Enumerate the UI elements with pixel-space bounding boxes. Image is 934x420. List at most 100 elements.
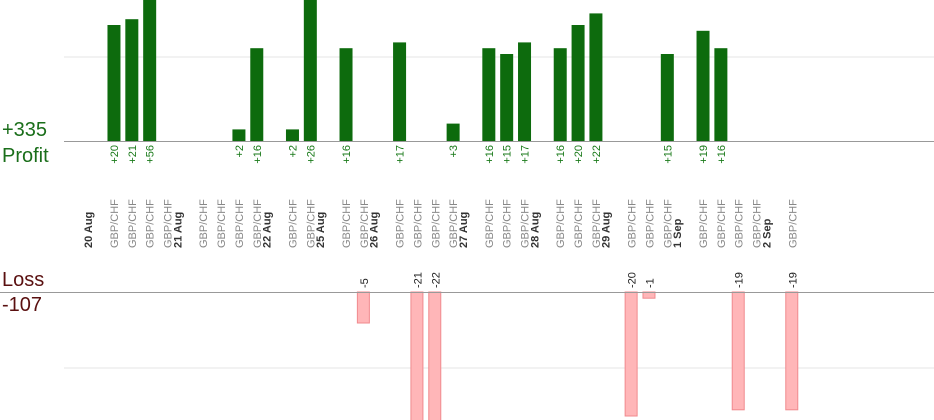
- profit-bar: [518, 42, 532, 141]
- profit-value-label: +17: [395, 145, 407, 164]
- profit-value-label: +20: [573, 145, 585, 164]
- profit-value-label: +16: [252, 145, 264, 164]
- category-label: GBP/CHF: [716, 199, 728, 248]
- category-label: GBP/CHF: [395, 199, 407, 248]
- category-label: GBP/CHF: [502, 199, 514, 248]
- profit-label: Profit: [2, 145, 49, 167]
- date-label: 20 Aug: [83, 212, 95, 248]
- date-labels: 20 Aug 21 Aug 22 Aug 25 Aug 26 Aug 27 Aug 28 A…: [83, 212, 773, 248]
- category-label: GBP/CHF: [484, 199, 496, 248]
- loss-bar: [428, 291, 442, 420]
- category-label: GBP/CHF: [305, 199, 317, 248]
- loss-value-label: -5: [359, 278, 371, 288]
- category-label: GBP/CHF: [412, 199, 424, 248]
- profit-bar: [232, 129, 246, 141]
- profit-bar: [571, 25, 585, 141]
- profit-bar: [500, 54, 514, 141]
- profit-bar: [303, 0, 317, 142]
- loss-value-label: -19: [734, 272, 746, 288]
- category-label: GBP/CHF: [359, 199, 371, 248]
- date-label: 22 Aug: [262, 212, 274, 248]
- loss-value-label: -20: [627, 272, 639, 288]
- loss-value-label: -1: [644, 278, 656, 288]
- profit-bar: [589, 13, 603, 141]
- category-label: GBP/CHF: [216, 199, 228, 248]
- loss-bars: [356, 291, 799, 420]
- loss-label: Loss: [2, 269, 45, 291]
- profit-value-label: +21: [127, 145, 139, 164]
- category-label: GBP/CHF: [520, 199, 532, 248]
- date-label: 2 Sep: [761, 218, 773, 248]
- loss-bar: [785, 291, 799, 411]
- profit-value-label: +2: [287, 145, 299, 158]
- date-label: 25 Aug: [315, 212, 327, 248]
- loss-value-label: -19: [787, 272, 799, 288]
- category-label: GBP/CHF: [163, 199, 175, 248]
- grid-lines: [64, 56, 934, 369]
- loss-value-label: -21: [412, 272, 424, 288]
- category-label: GBP/CHF: [555, 199, 567, 248]
- profit-value-label: +20: [109, 145, 121, 164]
- category-label: GBP/CHF: [573, 199, 585, 248]
- category-label: GBP/CHF: [430, 199, 442, 248]
- profit-value-label: +15: [662, 145, 674, 164]
- category-label: GBP/CHF: [127, 199, 139, 248]
- profit-bar: [696, 30, 710, 141]
- category-label: GBP/CHF: [662, 199, 674, 248]
- profit-bar: [714, 48, 728, 142]
- loss-value-label: -22: [430, 272, 442, 288]
- date-label: 29 Aug: [601, 212, 613, 248]
- profit-value-label: +26: [305, 145, 317, 164]
- category-label: GBP/CHF: [287, 199, 299, 248]
- profit-bar: [446, 123, 460, 141]
- profit-value-label: +16: [555, 145, 567, 164]
- axes: [0, 141, 934, 293]
- profit-bar: [107, 25, 121, 141]
- profit-bar: [125, 19, 139, 142]
- category-label: GBP/CHF: [698, 199, 710, 248]
- profit-value-label: +22: [591, 145, 603, 164]
- profit-bars: [107, 0, 728, 142]
- loss-bar: [731, 291, 745, 411]
- date-label: 26 Aug: [369, 212, 381, 248]
- loss-total: -107: [2, 294, 43, 316]
- profit-bar: [143, 0, 157, 141]
- profit-value-label: +15: [502, 145, 514, 164]
- category-label: GBP/CHF: [109, 199, 121, 248]
- category-label: GBP/CHF: [627, 199, 639, 248]
- category-label: GBP/CHF: [787, 199, 799, 248]
- date-label: 28 Aug: [529, 212, 541, 248]
- profit-bar: [393, 42, 407, 141]
- profit-bar: [339, 48, 353, 142]
- category-label: GBP/CHF: [234, 199, 246, 248]
- loss-bar: [624, 291, 638, 417]
- profit-value-label: +19: [698, 145, 710, 164]
- profit-value-label: +56: [145, 145, 157, 164]
- category-label: GBP/CHF: [752, 199, 764, 248]
- profit-value-label: +2: [234, 145, 246, 158]
- category-label: GBP/CHF: [341, 199, 353, 248]
- date-label: 21 Aug: [172, 212, 184, 248]
- category-label: GBP/CHF: [252, 199, 264, 248]
- loss-bar: [356, 291, 370, 324]
- category-labels: GBP/CHF GBP/CHF GBP/CHF GBP/CHF GBP/CHF GBP/C…: [109, 199, 799, 248]
- profit-value-label: +17: [520, 145, 532, 164]
- category-label: GBP/CHF: [448, 199, 460, 248]
- profit-total: +335: [2, 119, 48, 141]
- value-labels: +20 +21 +56 +2 +16 +2 +26 +16 -5 +17 -21 -22 +3 +16 +1…: [109, 145, 799, 288]
- category-label: GBP/CHF: [734, 199, 746, 248]
- date-label: 27 Aug: [458, 212, 470, 248]
- category-label: GBP/CHF: [644, 199, 656, 248]
- profit-bar: [285, 129, 299, 141]
- profit-value-label: +16: [484, 145, 496, 164]
- date-label: 1 Sep: [672, 218, 684, 248]
- profit-value-label: +16: [716, 145, 728, 164]
- category-label: GBP/CHF: [591, 199, 603, 248]
- category-label: GBP/CHF: [145, 199, 157, 248]
- profit-value-label: +3: [448, 145, 460, 158]
- profit-bar: [553, 48, 567, 142]
- profit-bar: [660, 54, 674, 141]
- profit-value-label: +16: [341, 145, 353, 164]
- category-label: GBP/CHF: [198, 199, 210, 248]
